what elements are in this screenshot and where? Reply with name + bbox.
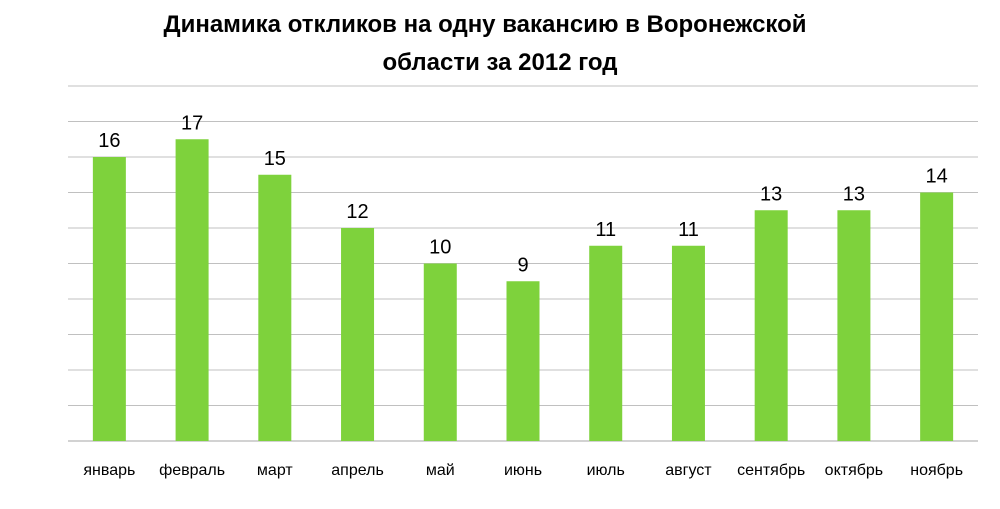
bars xyxy=(92,139,954,441)
bar-август xyxy=(671,245,705,441)
bar-январь xyxy=(92,157,126,441)
chart-title-line-2: области за 2012 год xyxy=(382,49,618,76)
category-label: январь xyxy=(83,462,135,479)
bar-апрель xyxy=(341,228,375,441)
data-label: 14 xyxy=(926,166,948,188)
data-label: 11 xyxy=(678,219,699,241)
bar-июль xyxy=(589,245,623,441)
category-label: март xyxy=(257,462,293,479)
bar-май xyxy=(423,263,457,441)
bar-сентябрь xyxy=(754,210,788,441)
data-label: 13 xyxy=(760,183,782,205)
data-label: 15 xyxy=(264,148,286,170)
category-label: октябрь xyxy=(825,462,883,479)
category-label: май xyxy=(426,462,455,479)
data-label: 12 xyxy=(346,201,368,223)
category-label: апрель xyxy=(331,462,384,479)
category-label: июль xyxy=(587,462,625,479)
category-label: февраль xyxy=(159,462,225,479)
bar-июнь xyxy=(506,281,540,441)
category-label: сентябрь xyxy=(737,462,805,479)
chart-title: Динамика откликов на одну вакансию в Вор… xyxy=(0,6,1000,82)
data-label: 10 xyxy=(429,237,451,259)
data-label: 9 xyxy=(517,254,528,276)
data-labels: 16 17 15 12 10 9 11 11 13 13 14 xyxy=(98,112,948,276)
bar-октябрь xyxy=(837,210,871,441)
chart-title-line-1: Динамика откликов на одну вакансию в Вор… xyxy=(163,11,807,38)
bar-март xyxy=(258,174,292,441)
category-label: июнь xyxy=(504,462,542,479)
data-label: 13 xyxy=(843,183,865,205)
category-label: август xyxy=(665,462,712,479)
bar-февраль xyxy=(175,139,209,441)
category-label: ноябрь xyxy=(910,462,963,479)
data-label: 17 xyxy=(181,112,203,134)
data-label: 16 xyxy=(98,130,120,152)
category-labels: январь февраль март апрель май июнь июль август… xyxy=(83,462,963,479)
data-label: 11 xyxy=(595,219,616,241)
bar-ноябрь xyxy=(920,192,954,441)
